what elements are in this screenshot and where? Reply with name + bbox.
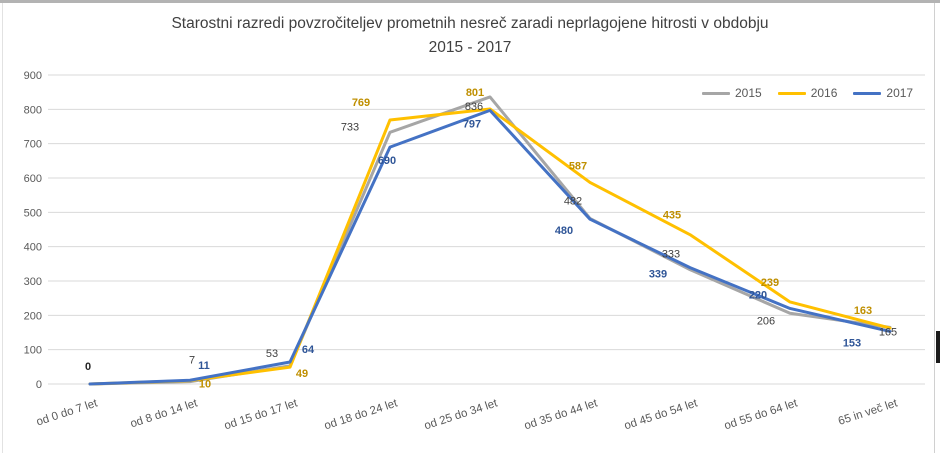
legend-swatch-2017	[853, 91, 882, 95]
data-label-2017: 153	[843, 337, 861, 349]
data-label-2017: 797	[463, 118, 481, 130]
window-left-edge	[2, 3, 3, 453]
data-label-2015: 206	[757, 315, 775, 327]
x-axis-category-label: od 45 do 54 let	[623, 397, 700, 432]
legend-label: 2015	[735, 86, 762, 100]
y-axis-tick-label: 700	[24, 139, 42, 151]
legend: 2015 2016 2017	[702, 86, 913, 100]
chart-title-line2: 2015 - 2017	[428, 39, 512, 57]
data-label-2015: 7	[189, 355, 195, 367]
y-axis-tick-label: 500	[24, 207, 42, 219]
data-label-2016: 49	[296, 368, 308, 380]
x-axis-category-label: od 15 do 17 let	[223, 397, 300, 432]
data-label-2017: 11	[198, 360, 210, 372]
data-label-2015: 733	[341, 121, 359, 133]
y-axis-tick-label: 400	[24, 242, 42, 254]
y-axis-tick-label: 100	[24, 345, 42, 357]
y-axis-tick-label: 600	[24, 173, 42, 185]
data-label-2017: 690	[378, 155, 396, 167]
series-line-2017	[88, 108, 892, 386]
legend-swatch-2016	[777, 91, 806, 95]
data-label-2016: 163	[854, 305, 872, 317]
x-axis-category-label: od 0 do 7 let	[35, 397, 100, 428]
x-axis-category-label: od 25 do 34 let	[423, 397, 500, 432]
data-label-2015: 53	[266, 348, 278, 360]
screen-edge-artifact	[936, 331, 940, 363]
chart-title-line1: Starostni razredi povzročiteljev prometn…	[171, 15, 769, 32]
y-axis-tick-label: 800	[24, 104, 42, 116]
legend-swatch-2015	[702, 91, 730, 95]
window-right-edge	[934, 3, 935, 453]
series-line-2015	[88, 95, 892, 386]
x-axis-category-label: od 18 do 24 let	[323, 397, 400, 432]
data-label-2016: 769	[352, 97, 370, 109]
legend-item-2015: 2015	[702, 86, 762, 100]
x-axis-category-label: od 55 do 64 let	[723, 397, 800, 432]
data-label-2016: 435	[663, 210, 681, 222]
legend-item-2017: 2017	[853, 86, 913, 100]
data-label-2017: 220	[749, 289, 767, 301]
chart-title: Starostni razredi povzročiteljev prometn…	[0, 12, 940, 60]
data-label-2015: 165	[879, 326, 897, 338]
y-axis-tick-label: 300	[24, 276, 42, 288]
legend-label: 2017	[886, 86, 914, 100]
x-axis-category-label: 65 in več let	[837, 397, 900, 428]
data-label-2017: 339	[649, 269, 667, 281]
data-label-2016: 587	[569, 160, 587, 172]
y-axis-tick-label: 900	[24, 70, 42, 82]
data-label-2016: 801	[466, 87, 484, 99]
data-label-2016: 10	[199, 379, 211, 391]
data-label-2015: 482	[564, 196, 582, 208]
data-label-2015: 836	[465, 101, 483, 113]
data-label-2015: 333	[662, 249, 680, 261]
data-label-2016: 239	[761, 277, 779, 289]
legend-label: 2016	[810, 86, 838, 100]
data-label-2015: 0	[85, 361, 91, 373]
window-top-edge	[0, 0, 940, 3]
y-axis-tick-label: 200	[24, 310, 42, 322]
y-axis-tick-label: 0	[36, 379, 42, 391]
data-label-2017: 480	[555, 225, 573, 237]
x-axis-category-label: od 35 do 44 let	[523, 397, 600, 432]
x-axis-category-label: od 8 do 14 let	[129, 397, 200, 430]
legend-item-2016: 2016	[777, 86, 838, 100]
data-label-2017: 64	[302, 344, 315, 356]
